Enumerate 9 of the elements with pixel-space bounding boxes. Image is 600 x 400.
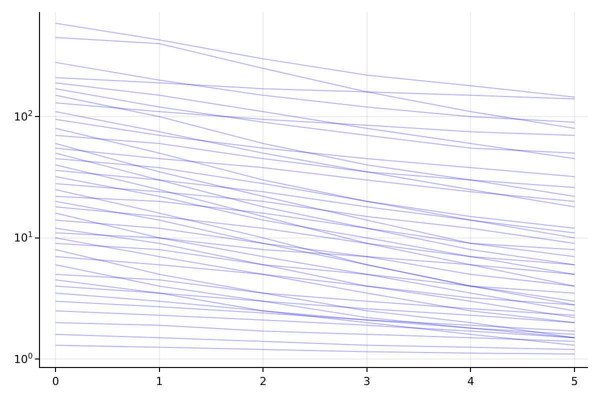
x-tick-label: 2 — [260, 375, 267, 388]
x-tick-label: 1 — [156, 375, 163, 388]
y-tick-label: 10$^{1}$ — [14, 230, 33, 245]
x-tick-label: 3 — [363, 375, 370, 388]
x-tick-label: 0 — [52, 375, 60, 388]
y-tick-label: 10$^{2}$ — [14, 108, 33, 124]
x-tick-label: 4 — [467, 375, 474, 388]
x-tick-label: 5 — [571, 375, 578, 388]
y-tick-label: 10$^{0}$ — [14, 351, 33, 366]
